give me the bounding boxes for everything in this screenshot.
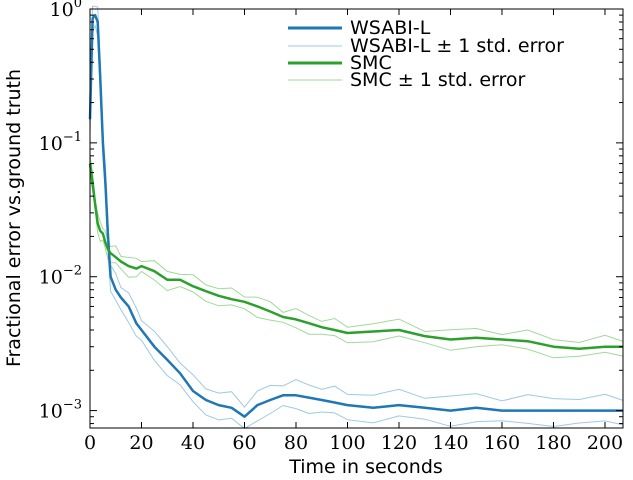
y-tick-label: 10−2 <box>39 264 82 289</box>
y-tick-label: 100 <box>50 0 82 21</box>
smc-lower-band <box>89 174 624 359</box>
x-tick-label: 180 <box>535 432 571 454</box>
legend-label-wsabi-band: WSABI-L ± 1 std. error <box>350 35 564 57</box>
x-tick-label: 0 <box>84 432 96 454</box>
series-lines <box>88 13 623 418</box>
x-tick-label: 60 <box>232 432 256 454</box>
smc-line <box>88 163 623 350</box>
x-tick-label: 100 <box>329 432 365 454</box>
legend-label-wsabi: WSABI-L <box>350 17 431 39</box>
plot-frame <box>89 8 624 429</box>
x-tick-label: 120 <box>381 432 417 454</box>
y-tick-exp: −3 <box>63 398 82 413</box>
legend: WSABI-L WSABI-L ± 1 std. error SMC SMC ±… <box>288 17 564 91</box>
x-axis: 0 20 40 60 80 100 120 140 160 180 200 <box>84 9 623 454</box>
x-tick-label: 200 <box>587 432 623 454</box>
y-axis-label: Fractional error vs.ground truth <box>3 69 25 367</box>
x-tick-label: 140 <box>432 432 468 454</box>
x-axis-label: Time in seconds <box>288 456 443 478</box>
y-tick-base: 10 <box>39 401 63 423</box>
smc-upper-band <box>89 155 624 344</box>
y-tick-base: 10 <box>50 0 74 21</box>
y-tick-exp: −1 <box>63 130 82 145</box>
x-tick-label: 160 <box>484 432 520 454</box>
y-tick-exp: 0 <box>74 0 82 11</box>
y-tick-label: 10−3 <box>39 398 82 423</box>
x-tick-label: 40 <box>181 432 205 454</box>
x-tick-label: 20 <box>129 432 153 454</box>
y-tick-base: 10 <box>39 133 63 155</box>
legend-label-smc: SMC <box>350 52 392 74</box>
x-tick-label: 80 <box>284 432 308 454</box>
y-tick-exp: −2 <box>63 264 82 279</box>
legend-label-smc-band: SMC ± 1 std. error <box>350 69 526 91</box>
y-tick-label: 10−1 <box>39 130 82 155</box>
wsabil-line <box>88 13 623 418</box>
y-tick-base: 10 <box>39 267 63 289</box>
